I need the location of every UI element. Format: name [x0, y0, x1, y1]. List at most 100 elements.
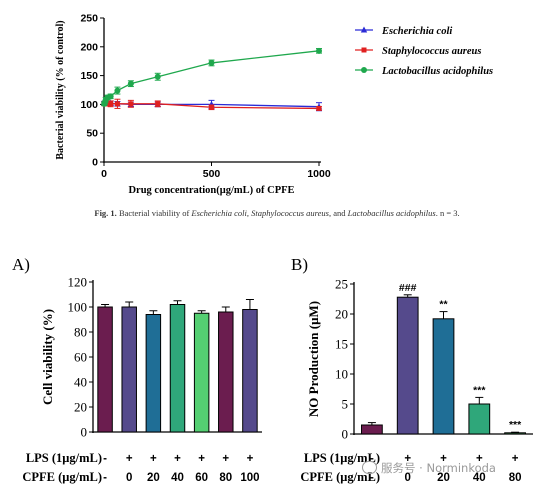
cpfe-value: 60 [195, 472, 208, 484]
lps-value: + [512, 453, 519, 465]
row-label-cpfe: CPFE (μg/mL) [22, 470, 102, 484]
no-production-chart: B) 0 5 10 15 20 25 NO Production (μM) - - ### +0 ** +… [291, 255, 533, 484]
x-tick-label: 500 [203, 168, 221, 180]
panel-label: B) [291, 255, 308, 274]
cpfe-value: - [103, 472, 107, 484]
y-tick-label: 50 [86, 128, 98, 140]
y-tick-label: 25 [335, 277, 348, 292]
lps-value: - [103, 453, 107, 465]
cpfe-value: 80 [509, 472, 522, 484]
bar [361, 424, 383, 435]
y-axis-title: Bacterial viability (% of control) [55, 20, 66, 159]
lps-value: - [370, 453, 374, 465]
cpfe-value: 40 [473, 472, 486, 484]
lps-value: + [247, 453, 254, 465]
bar [145, 314, 162, 433]
x-tick-label: 0 [101, 168, 107, 180]
data-point [316, 47, 322, 54]
caption-species-2: Staphylococcus aureus [251, 208, 329, 218]
bar [242, 309, 258, 433]
cpfe-value: 40 [171, 472, 184, 484]
data-point [127, 80, 134, 87]
data-point [154, 73, 161, 80]
bar [121, 306, 137, 433]
caption-species-3: Lactobacillus acidophilus [347, 208, 436, 218]
bar [468, 403, 491, 435]
cell-viability-chart: A) 0 20 40 60 80 100 120 Cell viability (%) - - +0 +… [12, 255, 262, 484]
significance-label: ** [439, 299, 448, 311]
lps-value: + [150, 453, 157, 465]
y-tick-label: 250 [80, 13, 98, 25]
data-point [209, 104, 214, 110]
caption-sep-2: , and [328, 208, 346, 218]
significance-label: *** [509, 419, 522, 431]
legend-label: Lactobacillus acidophilus [381, 66, 493, 77]
caption-sep-1: , [246, 208, 250, 218]
panel-label: A) [12, 255, 30, 274]
y-tick-label: 0 [342, 427, 349, 442]
bar [504, 432, 526, 435]
wechat-icon [362, 461, 377, 474]
y-tick-label: 15 [335, 337, 348, 352]
y-tick-label: 120 [68, 275, 88, 290]
lps-value: + [126, 453, 133, 465]
cpfe-value: 0 [404, 472, 410, 484]
significance-label: ### [399, 282, 417, 294]
data-point [114, 101, 120, 107]
watermark: 服务号 · Norminkoda [362, 460, 496, 476]
bar [396, 296, 419, 435]
y-tick-label: 5 [342, 397, 349, 412]
y-tick-label: 200 [80, 41, 98, 53]
y-tick-label: 20 [335, 307, 348, 322]
y-tick-label: 40 [74, 375, 87, 390]
y-tick-label: 20 [74, 400, 87, 415]
cpfe-value: 0 [126, 472, 132, 484]
lps-value: + [222, 453, 229, 465]
cpfe-value: 80 [219, 472, 232, 484]
y-tick-label: 150 [80, 70, 98, 82]
cpfe-value: 100 [240, 472, 259, 484]
y-tick-label: 100 [80, 99, 98, 111]
data-point [316, 105, 322, 111]
y-tick-label: 60 [74, 350, 87, 365]
y-tick-label: 0 [92, 157, 98, 169]
y-axis-title: NO Production (μM) [306, 301, 321, 417]
bar [193, 312, 210, 433]
cpfe-value: 20 [437, 472, 450, 484]
data-point [107, 93, 114, 100]
legend-marker [360, 26, 368, 33]
significance-label: *** [473, 384, 486, 396]
data-point [114, 87, 121, 94]
caption-species-1: Escherichia coli [191, 208, 247, 218]
series-line [103, 50, 320, 105]
lps-value: + [198, 453, 205, 465]
y-tick-label: 0 [81, 425, 88, 440]
legend-marker [361, 67, 367, 73]
lps-value: + [440, 453, 447, 465]
watermark-text: 服务号 · Norminkoda [381, 461, 496, 475]
bar [169, 304, 186, 433]
data-point [128, 101, 134, 107]
data-point [155, 101, 161, 107]
y-tick-label: 100 [68, 300, 88, 315]
bacterial-viability-chart: 0 50 100 150 200 250 0 500 1000 Drug concentratio… [55, 13, 493, 197]
row-label-lps: LPS (1μg/mL) [304, 451, 380, 465]
bar [97, 306, 113, 433]
x-axis-title: Drug concentration(μg/mL) of CPFE [128, 185, 294, 196]
y-tick-label: 80 [74, 325, 87, 340]
cpfe-value: 20 [147, 472, 160, 484]
caption-text: Bacterial viability of [118, 208, 190, 218]
row-label-cpfe: CPFE (μg/mL) [300, 470, 380, 484]
cpfe-value: - [370, 472, 374, 484]
lps-value: + [174, 453, 181, 465]
lps-value: + [476, 453, 483, 465]
legend-label: Escherichia coli [381, 26, 452, 37]
bar [218, 311, 234, 433]
row-label-lps: LPS (1μg/mL) [26, 451, 102, 465]
y-axis-title: Cell viability (%) [40, 309, 55, 405]
lps-value: + [404, 453, 411, 465]
legend-marker [361, 47, 367, 53]
data-point [108, 101, 114, 107]
y-tick-label: 10 [335, 367, 348, 382]
